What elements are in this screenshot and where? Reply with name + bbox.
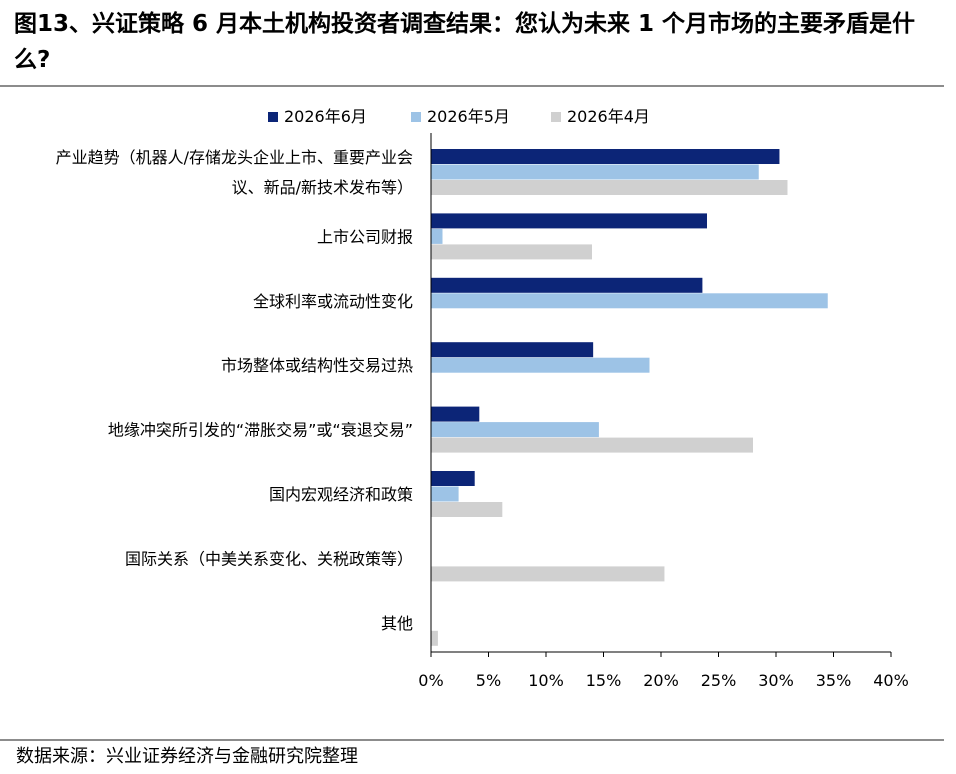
bar-2-series-2 <box>431 228 443 244</box>
category-label-5: 地缘冲突所引发的“滞胀交易”或“衰退交易” <box>108 421 413 440</box>
title-divider <box>0 85 944 87</box>
bar-3-series-2 <box>431 293 828 309</box>
figure-title: 图13、兴证策略 6 月本土机构投资者调查结果：您认为未来 1 个月市场的主要矛… <box>14 11 916 73</box>
x-tick-label-1: 5% <box>476 671 501 690</box>
category-label-4: 市场整体或结构性交易过热 <box>221 356 413 375</box>
x-tick-label-5: 25% <box>701 671 737 690</box>
chart-legend: 2026年6月 2026年5月 2026年4月 <box>268 107 650 126</box>
source-divider <box>0 739 944 741</box>
category-label-7: 国际关系（中美关系变化、关税政策等） <box>125 549 413 568</box>
source-note: 数据来源：兴业证券经济与金融研究院整理 <box>16 746 358 767</box>
category-label-1-line-1: 产业趋势（机器人/存储龙头企业上市、重要产业会 <box>56 148 413 167</box>
category-label-6: 国内宏观经济和政策 <box>269 485 413 504</box>
x-tick-labels: 0% 5% 10% 15% 20% 25% 30% 35% 40% <box>418 671 908 690</box>
bar-2-series-3 <box>431 244 592 260</box>
category-label-3: 全球利率或流动性变化 <box>253 292 413 311</box>
bar-6-series-1 <box>431 471 475 486</box>
bar-3-series-1 <box>431 277 703 293</box>
legend-label-3: 2026年4月 <box>567 107 650 126</box>
legend-label-1: 2026年6月 <box>284 107 367 126</box>
bar-1-series-2 <box>431 164 759 180</box>
legend-swatch-2 <box>411 112 421 122</box>
legend-swatch-1 <box>268 112 278 122</box>
category-label-1-line-2: 议、新品/新技术发布等） <box>232 178 413 197</box>
chart-bars <box>431 149 828 646</box>
x-tick-label-4: 20% <box>643 671 679 690</box>
bar-4-series-2 <box>431 357 650 373</box>
bar-5-series-2 <box>431 422 599 438</box>
bar-chart: 2026年6月 2026年5月 2026年4月 产业趋势（机器人/存储龙头企业上市、… <box>56 107 909 690</box>
chart-axes <box>430 133 892 657</box>
bar-1-series-3 <box>431 180 788 195</box>
bar-1-series-1 <box>431 149 780 164</box>
legend-label-2: 2026年5月 <box>427 107 510 126</box>
x-tick-label-7: 35% <box>816 671 852 690</box>
legend-swatch-3 <box>551 112 561 122</box>
category-label-2: 上市公司财报 <box>317 227 413 246</box>
x-tick-label-3: 15% <box>586 671 622 690</box>
bar-6-series-2 <box>431 486 459 502</box>
x-tick-label-8: 40% <box>873 671 909 690</box>
bar-8-series-3 <box>431 630 438 646</box>
bar-7-series-3 <box>431 566 665 582</box>
bar-6-series-3 <box>431 502 503 517</box>
bar-5-series-3 <box>431 437 753 453</box>
bar-5-series-1 <box>431 406 480 422</box>
bar-4-series-1 <box>431 342 594 358</box>
x-tick-label-0: 0% <box>418 671 443 690</box>
bar-2-series-1 <box>431 213 707 229</box>
x-tick-label-6: 30% <box>758 671 794 690</box>
x-tick-label-2: 10% <box>528 671 564 690</box>
category-label-8: 其他 <box>381 614 413 633</box>
